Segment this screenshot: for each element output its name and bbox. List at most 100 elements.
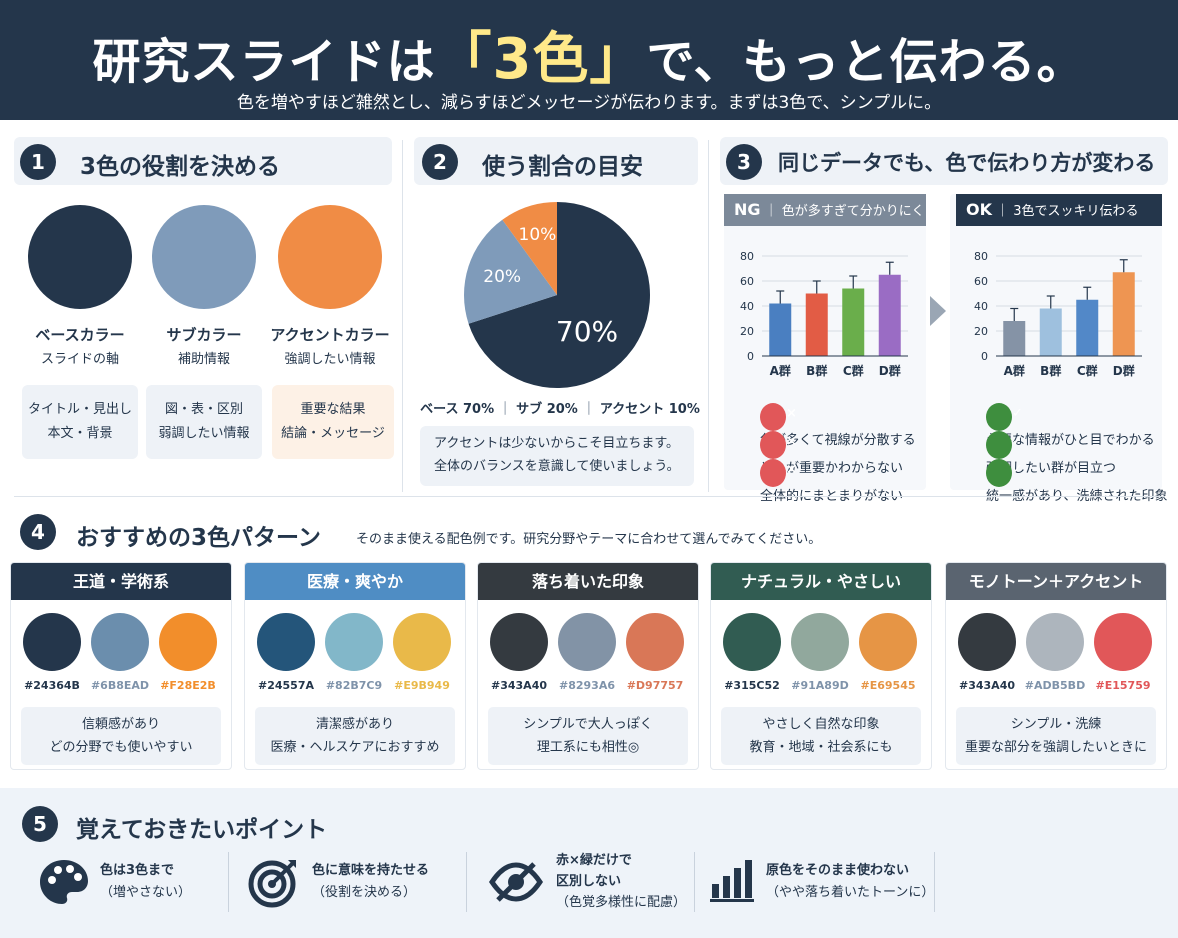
ratio-pie-chart: 70% 20% 10%: [464, 202, 650, 388]
sec1-header-bg: [14, 137, 392, 185]
list-item-text: 色が多くて視線が分散する: [760, 433, 916, 448]
hex-code: #F28E2B: [160, 679, 216, 692]
color-swatch: [28, 205, 132, 309]
divider: [694, 852, 695, 912]
description-line: 重要な部分を強調したいときに: [964, 740, 1147, 755]
sec5-number: 5: [22, 806, 58, 842]
palette-card-description: 信頼感がありどの分野でも使いやすい: [21, 707, 221, 765]
hex-code: #6B8EAD: [90, 679, 150, 692]
role-description: 補助情報: [177, 352, 230, 367]
point-3: 赤×緑だけで 区別しない （色覚多様性に配慮）: [556, 853, 687, 910]
y-tick-label: 60: [740, 275, 754, 288]
points-section: [0, 788, 1178, 938]
sec3-title: 同じデータでも、色で伝わり方が変わる: [778, 151, 1156, 175]
palette-card-description: 清潔感があり 医療・ヘルスケアにおすすめ: [255, 707, 455, 765]
ng-bar-chart: 0 20 40 60 80 A群 B群 C群 D群: [740, 250, 908, 378]
palette-card-title: ナチュラル・やさしい: [711, 563, 931, 600]
y-tick-label: 60: [974, 275, 988, 288]
list-item-text: 必要な情報がひと目でわかる: [986, 433, 1155, 448]
hex-code: #82B7C9: [325, 679, 383, 692]
point-1: 色は3色まで （増やさない）: [100, 863, 192, 900]
bar: [1003, 321, 1026, 356]
description-line: 清潔感があり: [315, 717, 394, 732]
x-tick-label: B群: [1040, 363, 1061, 378]
role-name: アクセントカラー: [270, 326, 390, 344]
sec1-title: 3色の役割を決める: [80, 154, 281, 180]
divider: [402, 140, 403, 492]
list-item: × 色が多くて視線が分散する: [734, 402, 916, 448]
ratio-note: アクセントは少ないからこそ目立ちます。 全体のバランスを意識して使いましょう。: [420, 426, 694, 486]
description-line: 教育・地域・社会系にも: [749, 740, 893, 755]
hex-code: #343A40: [959, 679, 1015, 692]
arrow-right-icon: [930, 296, 946, 326]
color-swatch: [558, 613, 616, 671]
check-mark-icon: ✓: [986, 403, 1023, 431]
palette-card: モノトーン＋アクセント #343A40 #ADB5BD #E15759 シンプル・洗練重…: [945, 562, 1167, 770]
color-swatch: [325, 613, 383, 671]
ok-header: OK ｜ 3色でスッキリ伝わる: [956, 194, 1162, 226]
y-tick-label: 80: [740, 250, 754, 263]
point-2: 色に意味を持たせる （役割を決める）: [312, 863, 430, 900]
role-name: ベースカラー: [35, 326, 125, 344]
color-swatch: [626, 613, 684, 671]
palette-card: 落ち着いた印象 #343A40 #8293A6 #D97757 シンプルで大人っぽく 理工…: [477, 562, 699, 770]
sec4-number: 4: [20, 514, 56, 550]
role-usage-box: タイトル・見出し 本文・背景: [22, 385, 138, 459]
description-line: どの分野でも使いやすい: [49, 740, 193, 755]
bar: [1112, 272, 1135, 356]
x-tick-label: D群: [1113, 363, 1135, 378]
eye-slash-icon: [488, 862, 544, 902]
bar-chart-icon: [710, 860, 754, 902]
header: 研究スライドは「3色」で、もっと伝わる。 色を増やすほど雑然とし、減らすほどメッ…: [0, 0, 1178, 120]
bar: [1039, 308, 1062, 356]
role-usage-line: 本文・背景: [47, 426, 113, 441]
divider: [708, 140, 709, 492]
pie-slice: [502, 202, 557, 295]
bar: [878, 274, 901, 356]
role-usage-box: 重要な結果 結論・メッセージ: [272, 385, 394, 459]
sec2-number: 2: [422, 144, 458, 180]
divider: [934, 852, 935, 912]
description-line: シンプルで大人っぽく: [523, 717, 653, 732]
role-description: スライドの軸: [40, 352, 119, 367]
palette-card-title: モノトーン＋アクセント: [946, 563, 1166, 600]
x-tick-label: A群: [1004, 363, 1025, 378]
role-description: 強調したい情報: [284, 352, 376, 367]
palette-card: 医療・爽やか #24557A #82B7C9 #E9B949 清潔感があり 医療・ヘルスケ…: [244, 562, 466, 770]
bar: [769, 303, 792, 356]
pie-slice: [464, 219, 557, 324]
hex-code: #E15759: [1095, 679, 1151, 692]
palette-card-title: 医療・爽やか: [245, 563, 465, 600]
x-tick-label: D群: [879, 363, 901, 378]
description-line: 信頼感があり: [81, 717, 160, 732]
role-usage-line: タイトル・見出し: [27, 402, 132, 417]
sec2-header-bg: [414, 137, 698, 185]
bar: [842, 288, 865, 356]
sec4-subtitle: そのまま使える配色例です。研究分野やテーマに合わせて選んでみてください。: [356, 532, 822, 547]
page-subtitle: 色を増やすほど雑然とし、減らすほどメッセージが伝わります。まずは3色で、シンプル…: [236, 93, 942, 113]
hex-code: #D97757: [626, 679, 684, 692]
role-usage-line: 重要な結果: [300, 402, 366, 417]
sec1-number: 1: [20, 144, 56, 180]
role-usage-line: 弱調したい情報: [158, 426, 250, 441]
check-mark-icon: ✓: [986, 431, 1023, 459]
ok-bar-chart: 0 20 40 60 80 A群 B群 C群 D群: [974, 250, 1142, 378]
color-swatch: [1026, 613, 1084, 671]
bar: [1076, 299, 1099, 356]
page-title: 研究スライドは「3色」で、もっと伝わる。: [92, 27, 1086, 92]
list-item: × 全体的にまとまりがない: [734, 458, 916, 504]
hex-code: #ADB5BD: [1024, 679, 1086, 692]
color-swatch: [859, 613, 917, 671]
x-tick-label: A群: [770, 363, 791, 378]
color-swatch: [1094, 613, 1152, 671]
color-swatch: [958, 613, 1016, 671]
divider: [466, 852, 467, 912]
y-tick-label: 20: [740, 325, 754, 338]
list-item: ✓ 統一感があり、洗練された印象: [960, 458, 1167, 504]
pie-slice: [468, 202, 650, 388]
list-item: ✓ 強調したい群が目立つ: [960, 430, 1167, 476]
color-swatch: [791, 613, 849, 671]
ratio-legend: ベース 70% ｜ サブ 20% ｜ アクセント 10%: [420, 402, 700, 417]
y-tick-label: 40: [974, 300, 988, 313]
list-item-text: 強調したい群が目立つ: [986, 461, 1117, 476]
